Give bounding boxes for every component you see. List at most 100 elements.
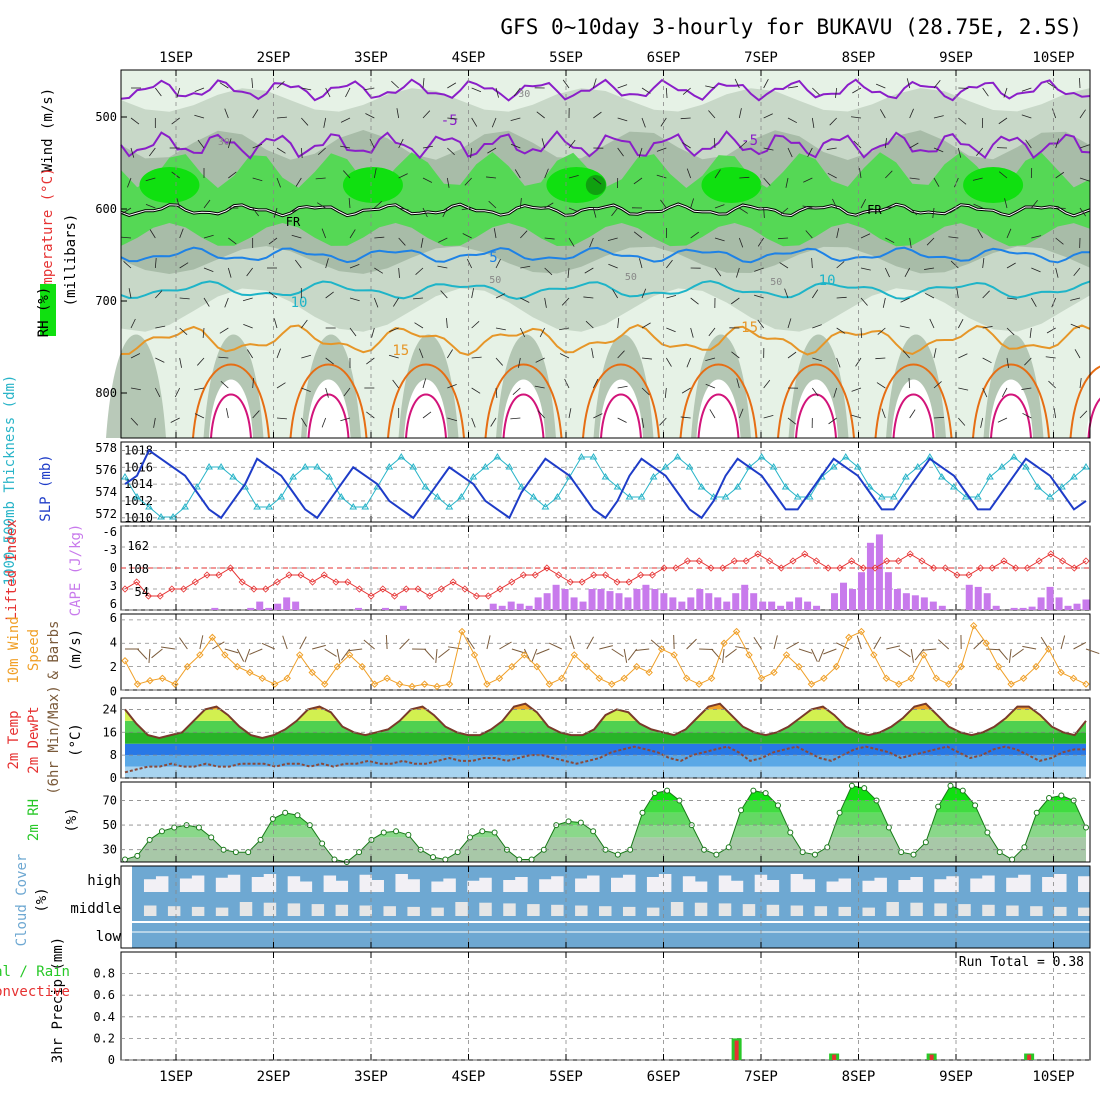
- cape-bar: [777, 606, 784, 610]
- cape-bar: [274, 604, 281, 610]
- wind-unit: (m/s): [68, 629, 84, 671]
- cloud-gap-high: [839, 879, 851, 893]
- rh-contour-label: 50: [625, 272, 637, 283]
- cape-bar: [678, 602, 685, 610]
- rh2m-point: [332, 857, 337, 862]
- cape-bar: [1074, 604, 1081, 610]
- cape-bar: [867, 543, 874, 610]
- cloud-gap-high: [647, 877, 659, 892]
- cape-bar: [903, 593, 910, 610]
- cloud-gap-high: [587, 876, 599, 893]
- li-ytick-label: -6: [103, 525, 117, 539]
- top-day-label: 3SEP: [354, 50, 388, 66]
- rh2m-point: [985, 830, 990, 835]
- precip-convective-bar: [930, 1055, 934, 1060]
- cloud-gap-middle: [839, 907, 851, 916]
- bottom-day-label: 10SEP: [1032, 1069, 1074, 1085]
- cloud-gap-high: [1006, 878, 1018, 892]
- cloud-gap-middle: [647, 908, 659, 916]
- cloud-gap-middle: [719, 903, 731, 916]
- cloud-gap-middle: [288, 903, 300, 916]
- cloud-gap-middle: [815, 906, 827, 916]
- cloud-label: Cloud Cover: [14, 854, 30, 947]
- cloud-gap-high: [970, 879, 982, 893]
- cloud-gap-high: [443, 879, 455, 893]
- cape-bar: [723, 602, 730, 610]
- cape-bar: [589, 589, 596, 610]
- cape-bar: [885, 572, 892, 610]
- cloud-gap-high: [252, 877, 264, 892]
- cloud-gap-middle: [527, 904, 539, 916]
- upper-pressure-label: (millibars): [63, 214, 79, 307]
- bottom-day-label: 7SEP: [744, 1069, 778, 1085]
- rh2m-unit: (%): [64, 807, 80, 832]
- cloud-gap-middle: [886, 902, 898, 916]
- cape-bar: [247, 608, 254, 610]
- cloud-gap-high: [862, 881, 874, 892]
- cape-bar: [687, 597, 694, 610]
- cloud-gap-middle: [479, 903, 491, 916]
- upper-wind-barb: [1079, 78, 1080, 88]
- cloud-gap-high: [910, 877, 922, 892]
- rh-contour-label: 30: [218, 137, 230, 148]
- rh-ytick-label: 30: [103, 843, 117, 857]
- temp-contour-label: 15: [741, 320, 758, 336]
- upper-ytick-label: 500: [95, 110, 117, 124]
- rh2m-point: [739, 808, 744, 813]
- cloud-gap-high: [1018, 875, 1030, 892]
- precip-ytick-label: 0.6: [93, 988, 115, 1002]
- cloud-gap-high: [288, 876, 300, 892]
- cloud-gap-high: [1042, 877, 1054, 892]
- cloud-gap-middle: [503, 903, 515, 916]
- cloud-gap-high: [372, 880, 384, 892]
- cape-bar: [606, 591, 613, 610]
- top-day-label: 7SEP: [744, 50, 778, 66]
- rh2m-point: [357, 850, 362, 855]
- rh2m-point: [1084, 825, 1089, 830]
- precip-label-b: Total / Rain: [0, 964, 70, 980]
- wind-ytick-label: 4: [110, 636, 117, 650]
- cape-bar: [1047, 587, 1054, 610]
- cloud-gap-middle: [1006, 906, 1018, 917]
- rh2m-point: [886, 825, 891, 830]
- rh2m-point: [973, 803, 978, 808]
- cloud-gap-high: [719, 876, 731, 893]
- wind-label-b: Speed: [26, 629, 42, 671]
- temp-contour-label: -5: [741, 133, 758, 149]
- cape-bar: [633, 589, 640, 610]
- rh2m-point: [936, 804, 941, 809]
- cloud-gap-middle: [982, 905, 994, 916]
- wind-ytick-label: 0: [110, 685, 117, 699]
- cloud-level-label: middle: [70, 901, 121, 917]
- cape-bar: [705, 593, 712, 610]
- cape-bar: [355, 608, 362, 610]
- cape-bar: [813, 606, 820, 610]
- top-day-label: 1SEP: [159, 50, 193, 66]
- cape-bar: [1065, 606, 1072, 610]
- cloud-gap-middle: [360, 906, 372, 917]
- cloud-gap-high: [611, 878, 623, 892]
- wind-label-c: & Barbs: [46, 620, 62, 679]
- thickness-ytick-label: 572: [95, 507, 117, 521]
- rh-ytick-label: 50: [103, 818, 117, 832]
- rh2m-point: [258, 837, 263, 842]
- cape-bar: [1038, 597, 1045, 610]
- cloud-gap-high: [827, 882, 839, 893]
- cloud-gap-middle: [910, 903, 922, 916]
- cape-label: CAPE (J/kg): [68, 524, 84, 617]
- freezing-level-label: FR: [286, 215, 301, 229]
- rh2m-point: [825, 845, 830, 850]
- rh2m-point: [812, 852, 817, 857]
- cloud-gap-middle: [551, 905, 563, 916]
- upper-wind-label: Wind (m/s): [40, 88, 56, 172]
- cloud-gap-middle: [168, 906, 180, 916]
- rh2m-point: [899, 850, 904, 855]
- cloud-gap-high: [1054, 874, 1066, 892]
- rh-core-bright: [701, 167, 761, 203]
- cape-bar: [400, 606, 407, 610]
- cloud-gap-high: [216, 878, 228, 892]
- cloud-gap-high: [360, 875, 372, 892]
- rh2m-point: [751, 788, 756, 793]
- cape-bar: [831, 593, 838, 610]
- cloud-gap-high: [731, 881, 743, 892]
